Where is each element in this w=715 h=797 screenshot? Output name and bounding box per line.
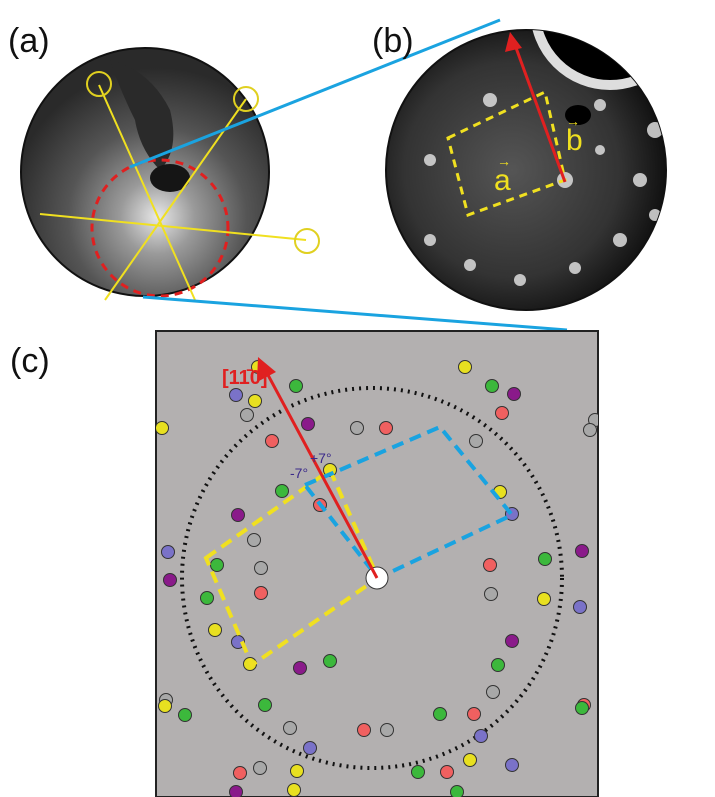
diffraction-spot [159, 700, 172, 713]
diffraction-spot [441, 766, 454, 779]
diffraction-spot [468, 708, 481, 721]
diffraction-spot [266, 435, 279, 448]
diffraction-spot [209, 624, 222, 637]
diffraction-spot [288, 784, 301, 797]
diffraction-spot [302, 418, 315, 431]
diffraction-spot [276, 485, 289, 498]
diffraction-spot [255, 562, 268, 575]
diffraction-spot [179, 709, 192, 722]
diffraction-spot [324, 655, 337, 668]
svg-text:→: → [566, 113, 580, 129]
diffraction-spot [249, 395, 262, 408]
diffraction-spot [434, 708, 447, 721]
diffraction-spot [485, 588, 498, 601]
diffraction-spot [351, 422, 364, 435]
diffraction-spot [164, 574, 177, 587]
diffraction-spot [475, 730, 488, 743]
panel-label: (a) [8, 22, 50, 60]
diffraction-spot [248, 534, 261, 547]
diffraction-spot [304, 742, 317, 755]
diffraction-spot [576, 545, 589, 558]
diffraction-spot [451, 786, 464, 797]
diffraction-spot [380, 422, 393, 435]
angle-label: -7° [290, 465, 308, 481]
panel-label: (b) [372, 22, 414, 60]
diffraction-spot [506, 635, 519, 648]
diffraction-spot [294, 662, 307, 675]
diffraction-spot [381, 724, 394, 737]
diffraction-spot [576, 702, 589, 715]
diffraction-spot [230, 786, 243, 797]
diffraction-spot [508, 388, 521, 401]
diffraction-spot [506, 759, 519, 772]
direction-label: [11̄0] [222, 367, 268, 389]
diffraction-spot [464, 754, 477, 767]
diffraction-spot [539, 553, 552, 566]
diffraction-spot [459, 361, 472, 374]
diffraction-spot [156, 422, 169, 435]
diffraction-spot [470, 435, 483, 448]
diffraction-spot [487, 686, 500, 699]
diffraction-spot [358, 724, 371, 737]
diffraction-spot [496, 407, 509, 420]
svg-text:→: → [497, 153, 511, 169]
figure: (a) a b → → (b) [0, 0, 715, 797]
diffraction-spot [492, 659, 505, 672]
diffraction-spot [162, 546, 175, 559]
diffraction-spot [201, 592, 214, 605]
diffraction-spot [284, 722, 297, 735]
diffraction-spot [412, 766, 425, 779]
angle-label: +7° [310, 450, 332, 466]
diffraction-spot [255, 587, 268, 600]
diffraction-spot [291, 765, 304, 778]
diffraction-spot [538, 593, 551, 606]
diffraction-spot [486, 380, 499, 393]
diffraction-spot [254, 762, 267, 775]
diffraction-spot [584, 424, 597, 437]
diffraction-spot [241, 409, 254, 422]
panel-a: (a) [8, 22, 319, 300]
diffraction-spot [574, 601, 587, 614]
diffraction-spot [234, 767, 247, 780]
diffraction-spot [259, 699, 272, 712]
panel-c: [11̄0] +7° -7° (c) [10, 331, 602, 797]
diffraction-spot [232, 509, 245, 522]
panel-label: (c) [10, 342, 50, 380]
diffraction-spot [290, 380, 303, 393]
diffraction-spot [484, 559, 497, 572]
panel-b: a b → → (b) [372, 0, 685, 310]
diffraction-spot [211, 559, 224, 572]
diffraction-spot [230, 389, 243, 402]
